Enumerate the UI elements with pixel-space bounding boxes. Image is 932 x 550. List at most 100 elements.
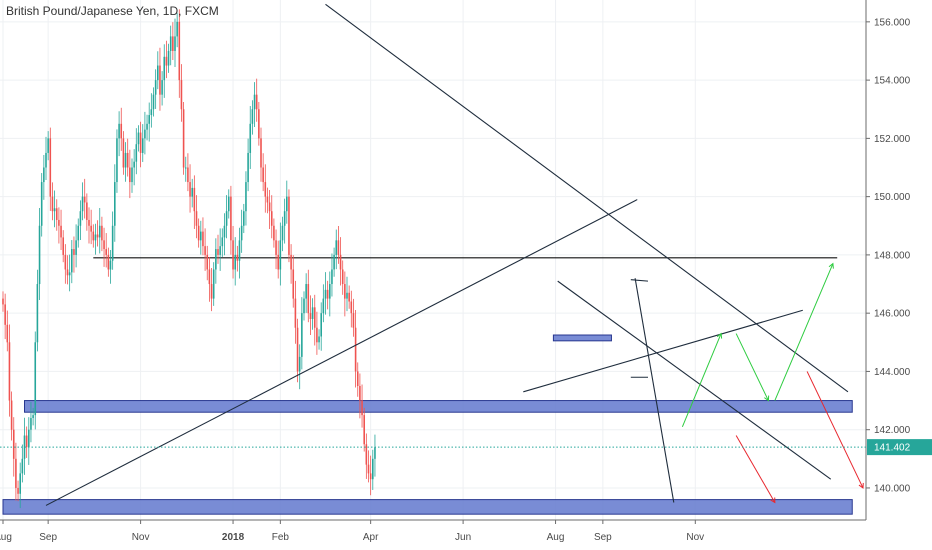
- candle-body: [232, 240, 234, 270]
- candle-body: [206, 254, 209, 270]
- x-tick-label: Sep: [39, 532, 57, 543]
- x-tick-label: Nov: [686, 532, 704, 543]
- candle-body: [40, 182, 43, 226]
- x-tick-label: 2018: [222, 532, 245, 543]
- candle-body: [157, 65, 159, 81]
- candle-body: [8, 342, 11, 401]
- x-tick-label: Apr: [363, 532, 379, 543]
- candle-body: [247, 152, 249, 183]
- candle-body: [120, 123, 123, 139]
- candle-body: [191, 187, 193, 197]
- candle-body: [225, 211, 228, 226]
- candle-body: [19, 473, 21, 494]
- candle-body: [2, 298, 4, 305]
- candle-body: [77, 225, 80, 241]
- candle-body: [270, 211, 273, 226]
- candle-body: [139, 132, 142, 153]
- candle-body: [359, 385, 361, 401]
- candle-body: [83, 196, 86, 203]
- candle-body: [165, 56, 168, 66]
- candle-body: [356, 371, 359, 386]
- candle-body: [335, 240, 338, 255]
- candle-body: [154, 80, 157, 95]
- candle-body: [369, 473, 372, 480]
- candle-body: [277, 254, 279, 270]
- candle-body: [281, 225, 284, 241]
- candle-body: [197, 225, 200, 241]
- candle-body: [264, 182, 267, 197]
- candle-body: [253, 94, 256, 110]
- y-tick-label: 156.000: [874, 17, 911, 28]
- support-zone: [2, 499, 853, 515]
- candle-body: [316, 327, 318, 343]
- candle-body: [372, 458, 374, 480]
- candle-body: [288, 196, 290, 255]
- candle-body: [30, 418, 32, 430]
- candle-body: [180, 80, 183, 110]
- candle-body: [189, 182, 191, 197]
- candle-body: [255, 94, 258, 110]
- candle-body: [146, 123, 148, 130]
- candle-body: [311, 307, 314, 319]
- candle-body: [71, 249, 73, 273]
- candle-body: [348, 292, 350, 302]
- candle-body: [66, 269, 69, 276]
- candle-body: [249, 123, 252, 153]
- candle-body: [55, 208, 58, 220]
- y-tick-label: 152.000: [874, 134, 911, 145]
- mini-zone: [552, 334, 612, 342]
- red-arrow-1: [735, 435, 776, 503]
- candle-body: [283, 211, 286, 226]
- ascending-trendline: [45, 199, 638, 506]
- candle-body: [184, 167, 187, 169]
- candle-body: [73, 249, 75, 255]
- candle-body: [159, 65, 161, 95]
- candle-body: [169, 36, 172, 51]
- candle-body: [150, 109, 153, 116]
- candle-body: [223, 225, 226, 238]
- candles: [2, 9, 376, 509]
- y-tick-label: 148.000: [874, 250, 911, 261]
- x-axis: Aug Sep Nov 2018 Feb Apr Jun Aug Sep Nov: [0, 519, 866, 543]
- x-tick-label: Sep: [594, 532, 612, 543]
- candle-body: [178, 21, 181, 81]
- candle-body: [346, 292, 348, 299]
- candle-body: [103, 240, 105, 250]
- x-tick-label: Jun: [455, 532, 471, 543]
- candle-body: [204, 246, 206, 255]
- x-tick-label: Aug: [0, 532, 12, 543]
- candle-body: [307, 284, 310, 314]
- candle-body: [62, 237, 64, 255]
- candle-body: [94, 234, 97, 241]
- channel-line: [634, 278, 675, 503]
- candle-body: [262, 167, 264, 183]
- candle-body: [365, 444, 368, 465]
- candle-body: [251, 109, 254, 124]
- candle-body: [268, 202, 271, 212]
- chart-title: British Pound/Japanese Yen, 1D, FXCM: [6, 4, 219, 18]
- candle-body: [202, 231, 204, 247]
- candle-body: [217, 249, 219, 255]
- candle-body: [240, 225, 243, 241]
- candle-body: [260, 138, 262, 168]
- candle-body: [4, 304, 6, 325]
- candle-body: [105, 249, 107, 255]
- candle-body: [75, 240, 77, 255]
- candle-body: [286, 196, 288, 212]
- candle-body: [200, 231, 202, 241]
- candle-body: [313, 307, 316, 328]
- candle-body: [361, 400, 363, 416]
- green-arrow-3-head: [828, 262, 834, 269]
- candle-body: [28, 429, 30, 448]
- candle-body: [51, 196, 54, 212]
- candle-body: [296, 327, 299, 372]
- candle-body: [116, 138, 118, 183]
- green-arrow-1-head: [716, 332, 723, 339]
- candle-body: [114, 182, 116, 226]
- red-arrow-2-head: [858, 482, 864, 489]
- candle-body: [141, 138, 144, 153]
- x-tick-label: Nov: [132, 532, 150, 543]
- candle-body: [107, 254, 110, 270]
- candle-body: [275, 240, 277, 255]
